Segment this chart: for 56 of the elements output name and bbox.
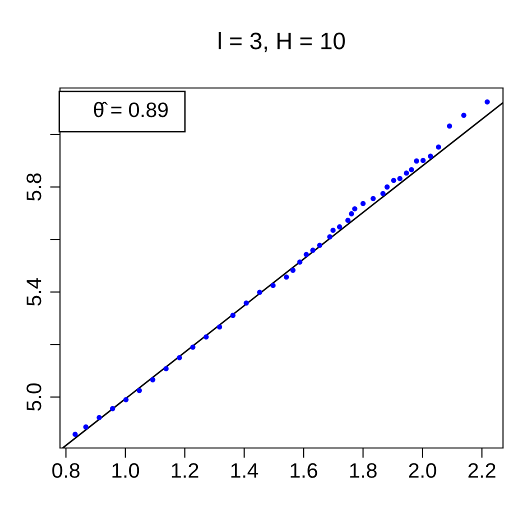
y-tick-label: 5.0 [26, 383, 42, 411]
point [420, 158, 426, 164]
point [461, 112, 466, 118]
point [150, 377, 156, 382]
point [304, 252, 309, 258]
point [408, 167, 414, 172]
point [310, 248, 316, 253]
point [397, 176, 402, 182]
y-tick-label: 5.8 [26, 173, 42, 201]
x-tick-label: 2.2 [468, 463, 496, 478]
point [123, 397, 129, 402]
point [163, 366, 169, 372]
x-tick-label: 1.0 [112, 463, 140, 478]
annotation: θ̂ = 0.89 [94, 102, 168, 118]
point [348, 211, 354, 216]
point [446, 123, 452, 129]
point [370, 196, 376, 202]
point [96, 414, 102, 420]
point [83, 424, 88, 430]
point [72, 432, 78, 437]
point [404, 170, 410, 176]
point [336, 224, 342, 230]
point [380, 190, 386, 196]
point [176, 355, 182, 360]
y-tick-label: 5.4 [26, 278, 42, 306]
point [230, 312, 236, 318]
point [284, 274, 289, 280]
point [297, 259, 302, 265]
x-tick-label: 1.2 [172, 463, 198, 478]
x-tick-label: 2.0 [409, 463, 436, 478]
x-tick-label: 1.8 [350, 463, 377, 478]
point [327, 234, 332, 240]
x-tick-label: 0.8 [52, 463, 80, 478]
point [190, 344, 196, 350]
point [136, 388, 142, 394]
point [110, 406, 116, 412]
point [414, 158, 420, 164]
point [428, 154, 434, 159]
point [436, 144, 442, 150]
point [384, 184, 390, 190]
point [244, 300, 249, 306]
point [270, 282, 276, 288]
point [360, 200, 366, 206]
point [290, 268, 296, 273]
point [391, 178, 396, 184]
x-tick-label: 1.6 [290, 463, 318, 478]
point [484, 99, 490, 105]
point [330, 228, 336, 233]
point [317, 242, 322, 248]
point [345, 218, 351, 223]
point [352, 206, 358, 212]
point [257, 290, 262, 295]
point [216, 324, 222, 330]
x-tick-label: 1.4 [231, 463, 258, 478]
chart-title: l = 3, H = 10 [218, 32, 345, 52]
point [204, 334, 209, 340]
